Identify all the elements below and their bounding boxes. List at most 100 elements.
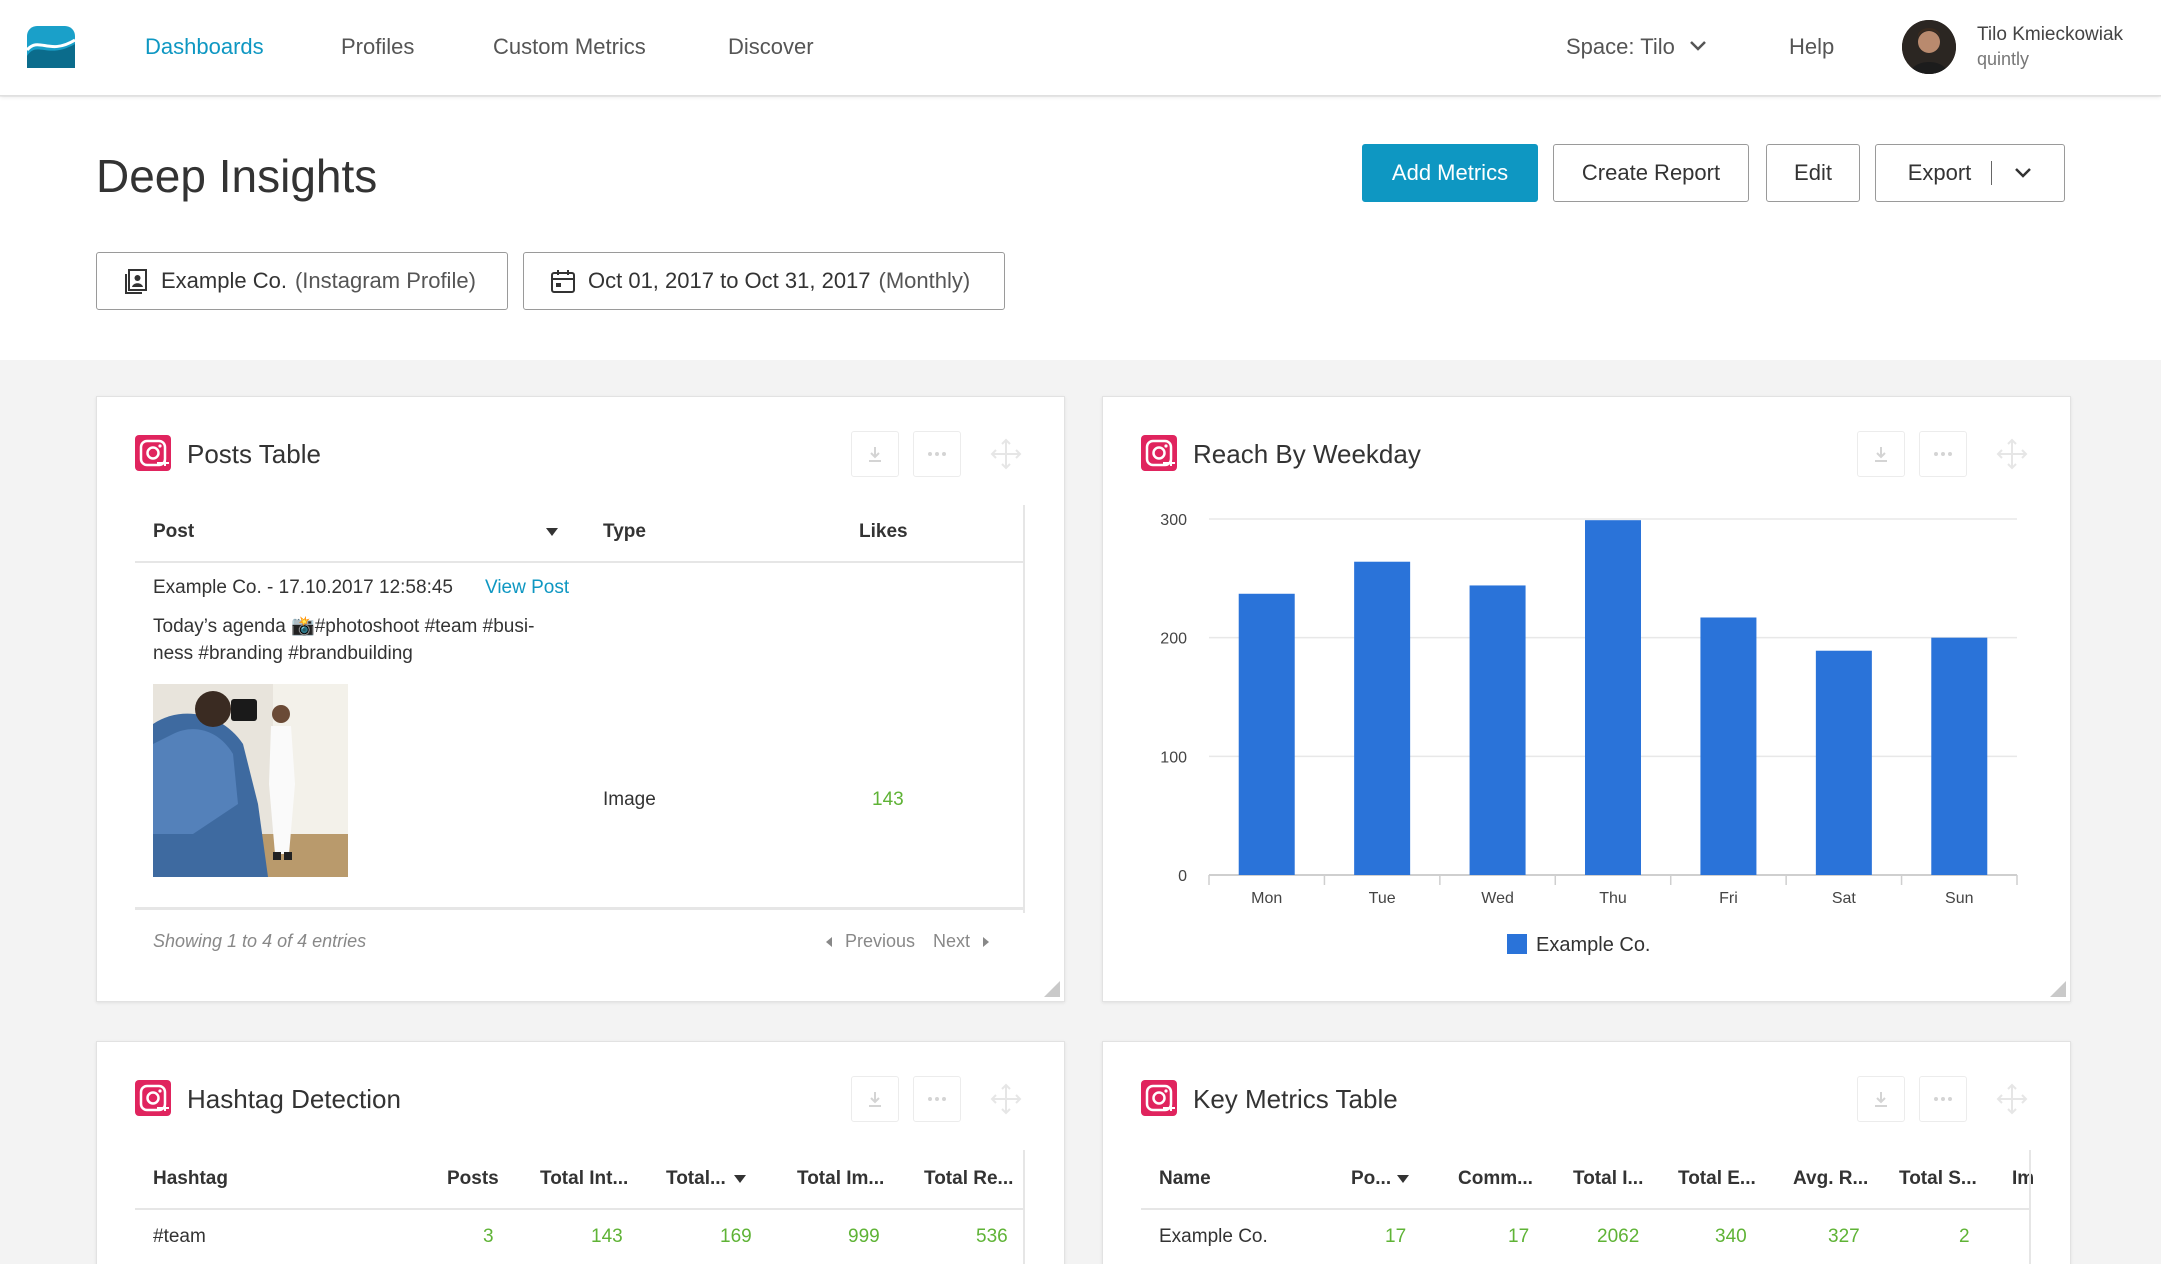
more-options-button[interactable] <box>913 431 961 477</box>
export-divider <box>1991 161 1993 185</box>
avatar-photo-icon <box>1902 20 1956 74</box>
download-icon <box>1875 1092 1887 1107</box>
column-header-type[interactable]: Type <box>603 521 646 542</box>
column-header-hashtag[interactable]: Hashtag <box>153 1168 228 1189</box>
chevron-left-icon[interactable] <box>825 936 833 948</box>
export-label: Export <box>1907 160 1972 185</box>
move-icon[interactable] <box>989 1082 1023 1116</box>
y-tick-label: 200 <box>1160 631 1187 648</box>
column-header-post[interactable]: Post <box>153 521 195 542</box>
move-icon[interactable] <box>1995 437 2029 471</box>
column-header-total-sorted[interactable]: Total... <box>666 1168 726 1189</box>
user-name: Tilo Kmieckowiak <box>1977 24 2124 45</box>
metric-total-engagement: 340 <box>1715 1226 1747 1247</box>
resize-handle-icon[interactable] <box>1044 981 1060 997</box>
download-button[interactable] <box>851 1076 899 1122</box>
sort-desc-icon[interactable] <box>1396 1174 1410 1184</box>
sort-desc-icon[interactable] <box>733 1174 747 1184</box>
instagram-icon <box>135 1080 171 1116</box>
resize-handle-icon[interactable] <box>2050 981 2066 997</box>
column-header-posts[interactable]: Posts <box>447 1168 499 1189</box>
post-author-date: Example Co. - 17.10.2017 12:58:45 <box>153 577 453 598</box>
more-options-button[interactable] <box>1919 1076 1967 1122</box>
card-title: Key Metrics Table <box>1193 1084 1398 1114</box>
space-selector[interactable]: Space: Tilo <box>1566 34 1707 60</box>
column-header-total-interactions[interactable]: Total I... <box>1573 1168 1644 1189</box>
post-thumbnail[interactable] <box>153 684 348 877</box>
column-header-comments[interactable]: Comm... <box>1458 1168 1533 1189</box>
hashtag-total-interactions: 143 <box>591 1226 623 1247</box>
x-tick-label: Wed <box>1481 890 1514 907</box>
view-post-link[interactable]: View Post <box>485 577 570 598</box>
metric-posts: 17 <box>1385 1226 1407 1247</box>
dashboard-header: Deep Insights Add Metrics Create Report … <box>0 97 2161 360</box>
download-button[interactable] <box>851 431 899 477</box>
add-metrics-button[interactable]: Add Metrics <box>1362 144 1538 202</box>
bar-sun <box>1931 637 1988 875</box>
instagram-icon <box>135 435 171 471</box>
post-caption-line1: Today’s agenda 📸#photoshoot #team #busi- <box>153 616 535 637</box>
create-report-button[interactable]: Create Report <box>1553 144 1749 202</box>
nav-profiles[interactable]: Profiles <box>341 34 415 59</box>
metric-name: Example Co. <box>1159 1226 1268 1247</box>
chevron-right-icon[interactable] <box>982 936 990 948</box>
move-icon[interactable] <box>989 437 1023 471</box>
nav-discover[interactable]: Discover <box>728 34 814 59</box>
date-range-filter[interactable]: Oct 01, 2017 to Oct 31, 2017 (Monthly) <box>523 252 1005 310</box>
download-button[interactable] <box>1857 431 1905 477</box>
column-header-impressions[interactable]: Im <box>2012 1168 2035 1189</box>
hashtag-total-reach: 536 <box>976 1226 1008 1247</box>
date-filter-period: (Monthly) <box>878 268 971 293</box>
key-metrics-table-card: Key Metrics Table Name Po... Comm... Tot… <box>1102 1041 2071 1264</box>
profile-filter[interactable]: Example Co. (Instagram Profile) <box>96 252 508 310</box>
export-button[interactable]: Export <box>1875 144 2065 202</box>
x-tick-label: Mon <box>1251 890 1282 907</box>
top-navigation: Dashboards Profiles Custom Metrics Disco… <box>0 0 2161 96</box>
x-tick-label: Sun <box>1945 890 1973 907</box>
download-icon <box>869 447 881 462</box>
column-header-name[interactable]: Name <box>1159 1168 1211 1189</box>
header-divider <box>135 1208 1023 1210</box>
edit-button[interactable]: Edit <box>1766 144 1860 202</box>
header-divider <box>135 561 1023 563</box>
column-header-posts[interactable]: Po... <box>1351 1168 1392 1189</box>
column-header-avg-reach[interactable]: Avg. R... <box>1793 1168 1869 1189</box>
nav-custom-metrics[interactable]: Custom Metrics <box>493 34 646 59</box>
chevron-down-icon <box>1690 41 1706 51</box>
column-header-total-engagement[interactable]: Total E... <box>1678 1168 1756 1189</box>
download-button[interactable] <box>1857 1076 1905 1122</box>
column-header-likes[interactable]: Likes <box>859 521 908 542</box>
move-icon[interactable] <box>1995 1082 2029 1116</box>
next-page-button[interactable]: Next <box>933 931 971 951</box>
help-link[interactable]: Help <box>1789 34 1835 59</box>
column-header-total-impressions[interactable]: Total Im... <box>797 1168 885 1189</box>
table-scroll-edge <box>1023 505 1025 913</box>
reach-bar-chart: 0 100 200 300 Mon Tue Wed Thu Fri Sat Sun Example C… <box>1160 512 2018 956</box>
sort-desc-icon[interactable] <box>545 527 559 537</box>
instagram-icon <box>1141 435 1177 471</box>
card-title: Hashtag Detection <box>187 1084 401 1114</box>
metric-total-interactions: 2062 <box>1597 1226 1640 1247</box>
bar-sat <box>1815 650 1872 875</box>
post-likes: 143 <box>872 789 904 810</box>
calendar-icon <box>551 270 575 293</box>
column-header-total-saves[interactable]: Total S... <box>1899 1168 1977 1189</box>
nav-dashboards[interactable]: Dashboards <box>145 34 264 59</box>
column-header-total-reach[interactable]: Total Re... <box>924 1168 1014 1189</box>
avatar[interactable] <box>1902 20 1956 74</box>
quintly-logo-icon[interactable] <box>27 26 75 68</box>
chevron-down-icon[interactable] <box>2014 167 2032 179</box>
column-header-total-interactions[interactable]: Total Int... <box>540 1168 629 1189</box>
legend-label: Example Co. <box>1536 934 1651 956</box>
pagination: Previous Next <box>825 931 990 952</box>
previous-page-button[interactable]: Previous <box>845 931 916 951</box>
card-title: Posts Table <box>187 439 321 469</box>
hashtag-name: #team <box>153 1226 206 1247</box>
table-entries-info: Showing 1 to 4 of 4 entries <box>153 931 367 951</box>
metric-avg-reach: 327 <box>1828 1226 1860 1247</box>
more-options-button[interactable] <box>1919 431 1967 477</box>
header-divider <box>1141 1208 2029 1210</box>
bar-tue <box>1354 561 1411 875</box>
more-options-button[interactable] <box>913 1076 961 1122</box>
card-title: Reach By Weekday <box>1193 439 1421 469</box>
